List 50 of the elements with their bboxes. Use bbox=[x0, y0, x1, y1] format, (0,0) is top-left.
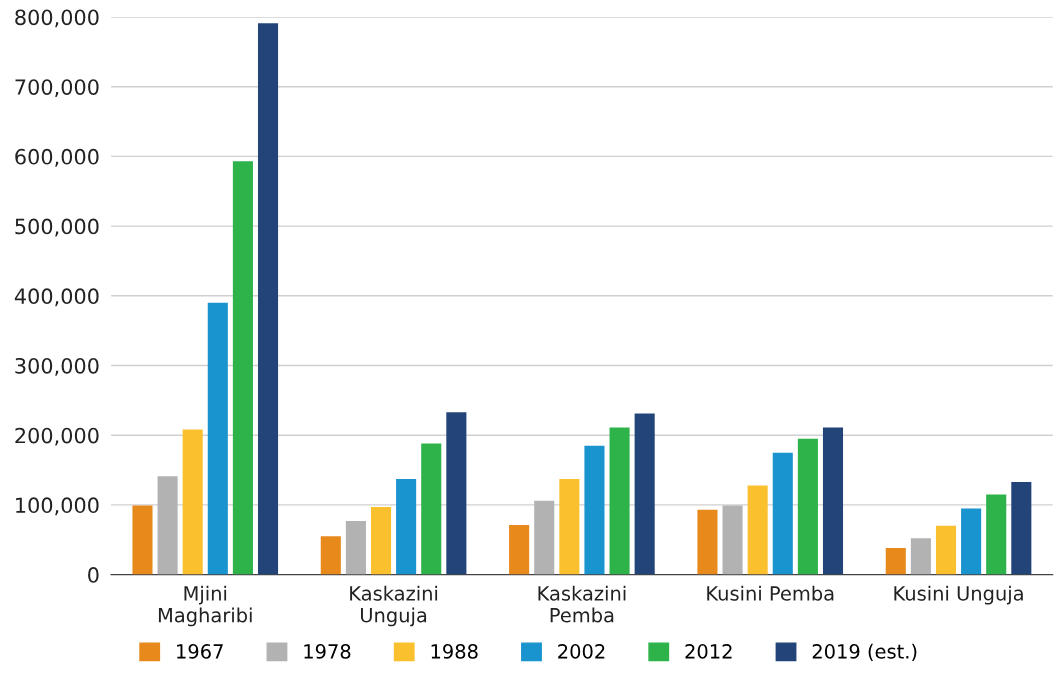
legend-label: 1967 bbox=[177, 644, 223, 659]
bar bbox=[446, 412, 467, 575]
legend-label: 2019 (est.) bbox=[812, 643, 917, 662]
bar bbox=[132, 505, 153, 575]
y-tick-label: 400,000 bbox=[14, 288, 99, 307]
bar bbox=[534, 500, 555, 575]
bar bbox=[182, 429, 203, 575]
bar bbox=[697, 509, 718, 575]
x-tick-label: Mjini Magharibi bbox=[158, 585, 252, 627]
legend-label: 1988 bbox=[431, 644, 478, 659]
bar bbox=[207, 302, 228, 575]
bar bbox=[232, 161, 253, 575]
bar bbox=[885, 548, 906, 575]
bar bbox=[935, 525, 957, 575]
bar bbox=[910, 538, 931, 575]
x-tick-label: Kaskazini Unguja bbox=[350, 585, 438, 627]
bar bbox=[421, 443, 442, 575]
bar bbox=[609, 427, 630, 575]
bar bbox=[1011, 481, 1032, 575]
bar bbox=[747, 485, 768, 575]
y-tick-label: 100,000 bbox=[16, 497, 99, 516]
y-tick-label: 0 bbox=[88, 567, 99, 583]
bar bbox=[722, 505, 743, 575]
y-tick-label: 800,000 bbox=[15, 9, 99, 28]
bar bbox=[370, 506, 392, 575]
bar bbox=[961, 508, 982, 575]
legend-label: 2002 bbox=[558, 644, 605, 659]
bar bbox=[320, 536, 341, 575]
bar bbox=[396, 479, 417, 575]
y-tick-label: 300,000 bbox=[15, 357, 99, 376]
bar bbox=[345, 520, 366, 575]
bar bbox=[509, 525, 530, 575]
bar bbox=[986, 494, 1007, 575]
bar bbox=[797, 438, 818, 575]
legend-label: 1978 bbox=[304, 644, 351, 659]
y-tick-label: 500,000 bbox=[15, 218, 99, 237]
x-tick-label: Kaskazini Pemba bbox=[538, 585, 626, 623]
bar bbox=[772, 452, 793, 575]
bar bbox=[584, 445, 605, 575]
bar bbox=[634, 413, 655, 575]
legend-label: 2012 bbox=[685, 644, 732, 659]
bar bbox=[559, 479, 580, 575]
x-tick-label: Kusini Pemba bbox=[707, 585, 834, 601]
bar bbox=[257, 23, 279, 575]
bar bbox=[822, 427, 844, 575]
y-tick-label: 200,000 bbox=[15, 427, 99, 446]
y-tick-label: 700,000 bbox=[15, 79, 99, 98]
y-tick-label: 600,000 bbox=[15, 148, 99, 167]
bar bbox=[157, 476, 178, 575]
x-tick-label: Kusini Unguja bbox=[894, 585, 1023, 605]
